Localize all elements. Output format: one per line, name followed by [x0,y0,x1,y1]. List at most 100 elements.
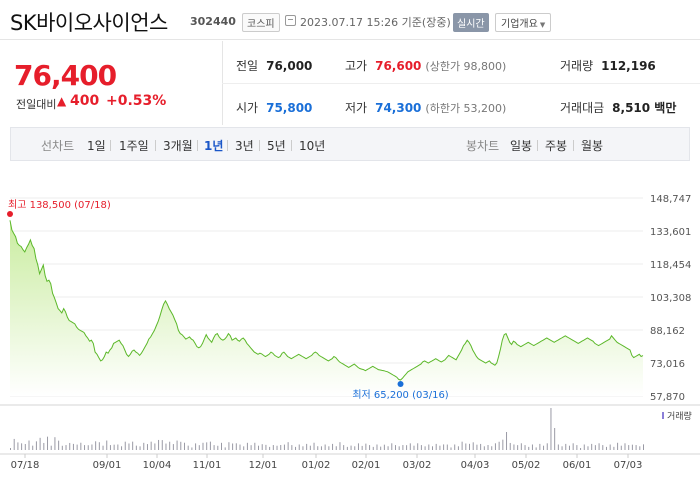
candle-weekly[interactable]: 주봉 [545,139,568,153]
candle-monthly[interactable]: 월봉 [581,139,604,153]
stat-label: 거래대금 [560,101,605,115]
volume-bar [139,446,141,450]
stat-label: 저가 [345,101,368,115]
divider [537,140,538,151]
volume-bar [450,447,452,450]
volume-bar [350,445,352,450]
volume-legend-swatch [662,412,664,419]
volume-bar [598,443,600,450]
volume-bar [520,443,522,450]
period-1w[interactable]: 1주일 [119,139,149,153]
volume-bar [361,445,363,450]
volume-bar [280,445,282,450]
volume-bar [417,443,419,450]
volume-bar [420,445,422,450]
volume-bar [539,443,541,450]
price-chart[interactable]: 148,747 133,601 118,454 103,308 88,162 73,016… [0,192,700,480]
volume-bar [180,441,182,450]
volume-bar [195,443,197,450]
x-axis-ticks: 07/18 09/01 10/04 11/01 12/01 01/02 02/01 03/02… [11,454,643,471]
volume-bar [465,443,467,450]
y-tick-label: 73,016 [650,359,685,370]
change-percent: +0.53% [106,93,167,109]
period-10y[interactable]: 10년 [299,139,326,153]
divider [573,140,574,151]
volume-bar [483,446,485,450]
stock-header: SK바이오사이언스 302440 코스피 2023.07.17 15:26 기준… [0,0,700,40]
price-area [10,220,643,396]
volume-bar [383,444,385,450]
period-3y[interactable]: 3년 [235,139,254,153]
volume-bar [380,446,382,450]
period-1d[interactable]: 1일 [87,139,106,153]
volume-bar [132,441,134,450]
y-axis-ticks: 148,747 133,601 118,454 103,308 88,162 73,016… [650,194,691,403]
divider [155,140,156,151]
triangle-up-icon: ▲ [57,94,67,108]
volume-bar [191,447,193,450]
chart-grid [0,197,700,455]
volume-bar [568,445,570,450]
volume-bar [95,441,97,450]
volume-bar [372,446,374,450]
x-tick-label: 07/03 [614,460,643,471]
volume-bar [84,445,86,450]
volume-bar [317,446,319,450]
volume-bar [154,443,156,450]
volume-bar [87,445,89,450]
market-badge: 코스피 [242,13,280,32]
volume-bar [565,443,567,450]
volume-bar [13,438,15,450]
volume-bar [295,446,297,450]
volume-bar [150,441,152,450]
stat-value: 75,800 [266,101,313,115]
volume-bar [576,445,578,450]
volume-bar [250,445,252,450]
volume-bar [357,443,359,450]
upper-limit: (상한가 98,800) [425,60,507,73]
period-3m[interactable]: 3개월 [163,139,193,153]
stat-low: 저가 74,300 (하한가 53,200) [345,99,506,116]
volume-bar [513,444,515,450]
volume-bar [117,444,119,450]
volume-bar [572,443,574,450]
low-annotation: 최저 65,200 (03/16) [352,389,448,401]
divider [291,140,292,151]
volume-bar [494,443,496,450]
volume-bar [491,446,493,450]
volume-bar [524,445,526,450]
volume-bar [432,446,433,450]
volume-bar [243,446,245,450]
y-tick-label: 57,870 [650,392,685,403]
volume-bar [158,439,160,450]
volume-bar [269,446,271,450]
volume-bar [258,445,260,450]
period-5y[interactable]: 5년 [267,139,286,153]
volume-bar [487,445,489,450]
volume-bar [376,444,378,450]
realtime-button[interactable]: 실시간 [453,13,489,32]
y-tick-label: 118,454 [650,260,691,271]
volume-bar [583,444,585,450]
divider [197,140,198,151]
volume-bar [457,446,459,450]
stat-prev-close: 전일 76,000 [236,57,312,74]
volume-bar [306,443,308,450]
divider [227,140,228,151]
low-marker [397,381,404,388]
company-overview-label: 기업개요 [501,19,538,30]
divider [110,140,111,151]
volume-bar [313,442,315,450]
y-tick-label: 148,747 [650,194,691,205]
candle-daily[interactable]: 일봉 [510,139,533,153]
period-1y[interactable]: 1년 [204,139,224,153]
volume-bar [121,446,123,450]
volume-bar [365,443,367,450]
x-tick-label: 10/04 [143,460,172,471]
x-tick-label: 09/01 [93,460,122,471]
stat-turnover: 거래대금 8,510 백만 [560,99,676,116]
company-overview-dropdown[interactable]: 기업개요 ▼ [495,13,552,32]
volume-bars: 거래량 [10,408,692,450]
volume-bar [61,445,63,450]
y-tick-label: 133,601 [650,227,691,238]
